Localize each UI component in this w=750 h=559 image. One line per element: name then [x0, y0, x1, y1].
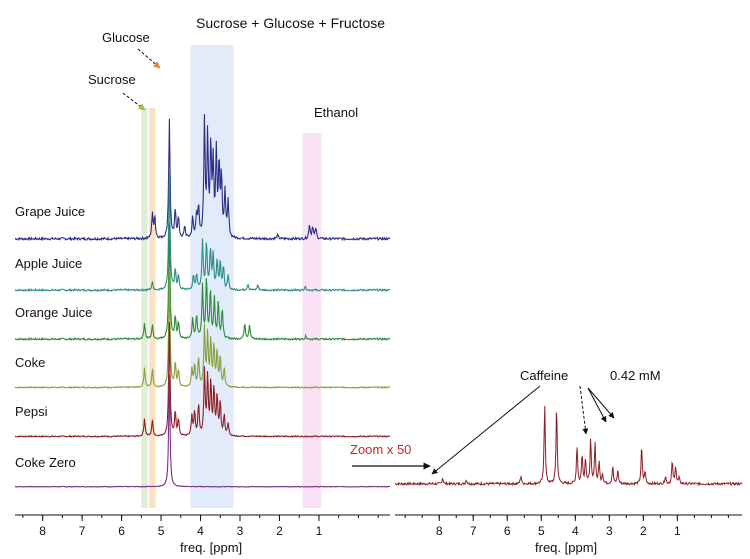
right-tick-label-6: 6	[504, 524, 511, 538]
caffeine-arrow-dashed	[579, 385, 589, 435]
left-tick-label-4: 4	[197, 524, 204, 538]
left-tick-label-2: 2	[276, 524, 283, 538]
region-labels: Sucrose Glucose Sucrose + Glucose + Fruc…	[88, 15, 385, 120]
label-grape-juice: Grape Juice	[15, 204, 85, 219]
left-x-axis: 8 7 6 5 4 3 2 1	[15, 514, 390, 538]
right-x-axis: 8 7 6 5 4 3 2 1	[395, 514, 742, 538]
sucrose-arrow	[122, 92, 146, 111]
right-tick-label-5: 5	[538, 524, 545, 538]
spectrum-line-3	[14, 271, 391, 389]
spectrum-line-2	[14, 223, 391, 342]
label-pepsi: Pepsi	[15, 404, 48, 419]
glucose-label: Glucose	[102, 30, 150, 45]
spectrum-line-1	[14, 172, 391, 293]
spectrum-line-5	[15, 375, 391, 488]
concentration-label: 0.42 mM	[610, 368, 661, 383]
label-coke-zero: Coke Zero	[15, 455, 76, 470]
caffeine-arrow-3	[587, 387, 615, 419]
sugar-mix-label: Sucrose + Glucose + Fructose	[196, 15, 385, 31]
caffeine-label: Caffeine	[520, 368, 568, 383]
right-tick-label-2: 2	[640, 524, 647, 538]
right-tick-label-4: 4	[572, 524, 579, 538]
ethanol-label: Ethanol	[314, 105, 358, 120]
left-tick-label-7: 7	[79, 524, 86, 538]
sample-names: Grape Juice Apple Juice Orange Juice Cok…	[15, 204, 92, 470]
left-tick-label-6: 6	[118, 524, 125, 538]
spectrum-line-4	[14, 322, 391, 438]
left-spectra	[14, 113, 391, 488]
glucose-arrow	[137, 48, 161, 69]
left-tick-label-1: 1	[316, 524, 323, 538]
caffeine-arrow-solid	[431, 385, 541, 475]
left-x-axis-label: freq. [ppm]	[180, 540, 242, 555]
left-tick-label-5: 5	[158, 524, 165, 538]
left-tick-label-3: 3	[237, 524, 244, 538]
sucrose-label: Sucrose	[88, 72, 136, 87]
region-0	[141, 108, 148, 508]
zoomed-spectrum-panel: 8 7 6 5 4 3 2 1 freq. [ppm] Caffeine 0.42 mM Zo…	[350, 368, 743, 555]
region-3	[302, 133, 322, 508]
right-tick-label-3: 3	[606, 524, 613, 538]
main-spectra-panel: Sucrose Glucose Sucrose + Glucose + Fruc…	[14, 15, 391, 555]
label-apple-juice: Apple Juice	[15, 256, 82, 271]
right-spectra	[394, 405, 743, 487]
left-tick-label-8: 8	[39, 524, 46, 538]
right-tick-label-1: 1	[674, 524, 681, 538]
zoom-label: Zoom x 50	[350, 442, 411, 457]
caffeine-arrow-2	[587, 387, 607, 423]
label-orange-juice: Orange Juice	[15, 305, 92, 320]
region-1	[149, 108, 156, 508]
label-coke: Coke	[15, 355, 45, 370]
right-tick-label-8: 8	[436, 524, 443, 538]
right-x-axis-label: freq. [ppm]	[535, 540, 597, 555]
zoom-spectrum-line	[394, 405, 743, 487]
spectrum-line-0	[14, 113, 391, 242]
right-tick-label-7: 7	[470, 524, 477, 538]
